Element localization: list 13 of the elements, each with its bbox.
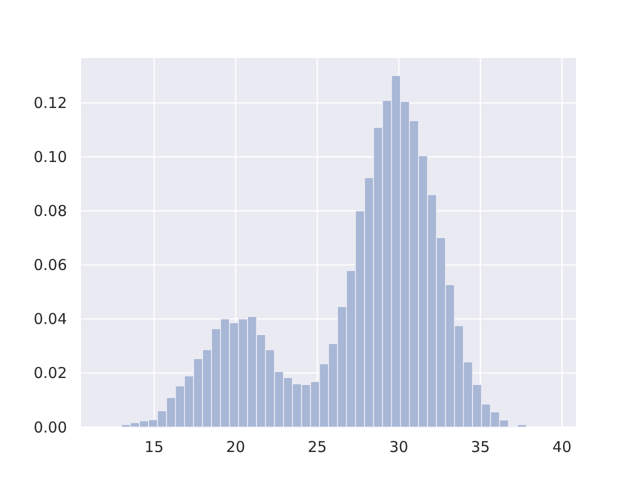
y-tick-label: 0.02 bbox=[34, 364, 67, 382]
y-tick-label: 0.06 bbox=[34, 256, 67, 274]
y-tick-label: 0.00 bbox=[34, 418, 67, 436]
x-tick-label: 30 bbox=[389, 438, 408, 456]
y-tick-label: 0.04 bbox=[34, 310, 67, 328]
x-tick-label: 25 bbox=[308, 438, 327, 456]
y-tick-label: 0.10 bbox=[34, 148, 67, 166]
x-tick-label: 20 bbox=[226, 438, 246, 456]
x-tick-label: 15 bbox=[144, 438, 164, 456]
y-tick-label: 0.12 bbox=[34, 94, 67, 112]
x-tick-label: 40 bbox=[552, 438, 572, 456]
y-tick-label: 0.08 bbox=[34, 202, 67, 220]
x-tick-label: 35 bbox=[470, 438, 490, 456]
